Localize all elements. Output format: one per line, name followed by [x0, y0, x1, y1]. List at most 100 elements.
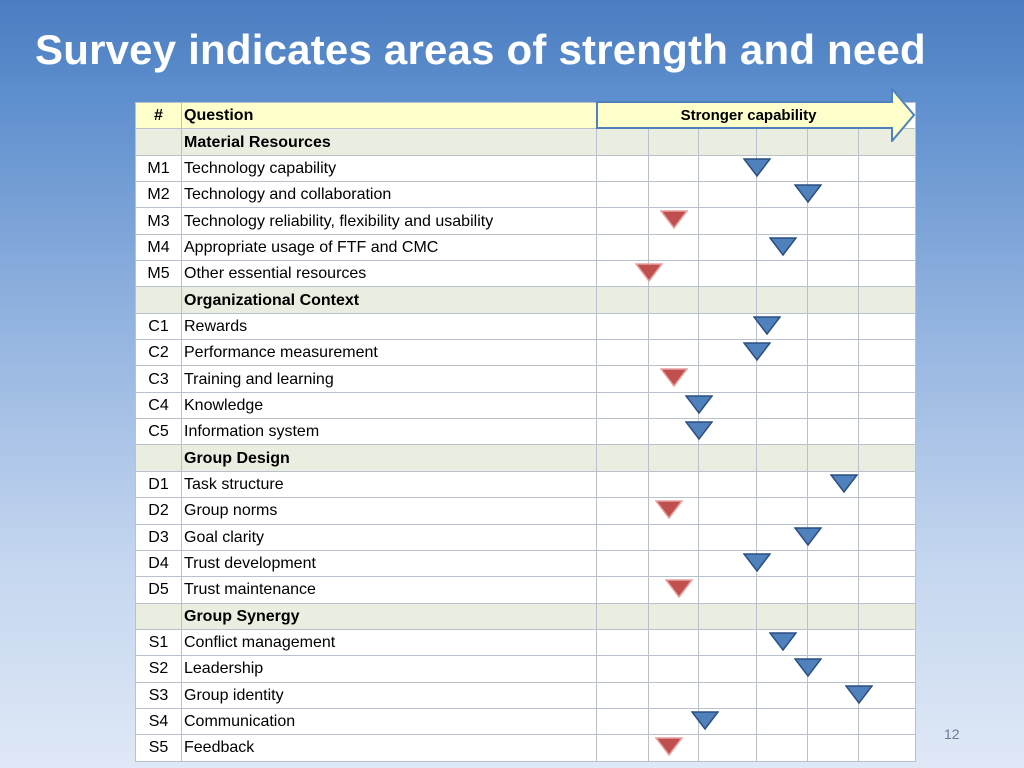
question-id: C4: [135, 391, 182, 420]
question-text: Information system: [181, 418, 597, 446]
scale-cell: [648, 523, 699, 551]
scale-cell: [858, 312, 916, 341]
scale-cell: [756, 391, 808, 420]
scale-cell: [648, 655, 699, 683]
question-id: D4: [135, 549, 182, 578]
scale-cell: [858, 602, 916, 630]
scale-cell: [743, 549, 808, 578]
scale-cell: [807, 549, 859, 578]
table-row: D2 Group norms: [135, 497, 916, 525]
page-number: 12: [944, 726, 960, 742]
strength-marker-icon: [685, 395, 713, 415]
scale-cell: [858, 734, 916, 762]
scale-cell: [756, 128, 808, 156]
table-row: S5 Feedback: [135, 734, 916, 762]
question-text: Rewards: [181, 312, 597, 341]
question-text: Task structure: [181, 470, 597, 499]
question-id: D1: [135, 470, 182, 499]
question-id: S2: [135, 655, 182, 683]
scale-cell: [648, 549, 699, 578]
question-text: Conflict management: [181, 628, 597, 657]
scale-cell: [858, 286, 916, 314]
question-text: Communication: [181, 707, 597, 736]
question-text: Leadership: [181, 655, 597, 683]
table-row: S1 Conflict management: [135, 628, 916, 657]
scale-cell: [698, 576, 757, 604]
scale-cell: [596, 339, 649, 367]
need-marker-icon: [655, 500, 683, 520]
strength-marker-icon: [845, 684, 873, 704]
scale-cell: [807, 470, 859, 499]
scale-cell: [648, 470, 699, 499]
scale-cell: [756, 681, 808, 709]
scale-cell: [648, 497, 699, 525]
need-marker-icon: [660, 210, 688, 230]
section-id-cell: [135, 602, 182, 630]
scale-cell: [807, 707, 859, 736]
scale-cell: [698, 681, 757, 709]
scale-cell: [698, 470, 757, 499]
scale-cell: [698, 655, 757, 683]
scale-cell: [596, 233, 649, 262]
scale-cell: [596, 602, 649, 630]
scale-cell: [807, 391, 859, 420]
scale-cell: [596, 523, 649, 551]
scale-cell: [756, 233, 808, 262]
scale-cell: [596, 497, 649, 525]
scale-cell: [756, 602, 808, 630]
scale-cell: [756, 707, 808, 736]
scale-cell: [807, 312, 859, 341]
table-row: C4 Knowledge: [135, 391, 916, 420]
scale-cell: [698, 233, 757, 262]
scale-cell: [807, 576, 859, 604]
scale-cell: [698, 523, 757, 551]
scale-cell: [698, 444, 757, 472]
section-title: Group Design: [181, 444, 597, 472]
section-id-cell: [135, 286, 182, 314]
scale-cell: [858, 470, 916, 499]
scale-cell: [756, 444, 808, 472]
question-text: Performance measurement: [181, 339, 597, 367]
scale-cell: [807, 154, 859, 183]
scale-cell: [596, 312, 649, 341]
scale-cell: [807, 418, 859, 446]
question-id: D3: [135, 523, 182, 551]
question-id: C5: [135, 418, 182, 446]
table-row: C1 Rewards: [135, 312, 916, 341]
scale-cell: [858, 418, 916, 446]
scale-cell: [756, 497, 808, 525]
strength-marker-icon: [753, 316, 782, 335]
question-text: Feedback: [181, 734, 597, 762]
strength-marker-icon: [685, 421, 713, 441]
strength-marker-icon: [690, 711, 719, 731]
question-id: C3: [135, 365, 182, 393]
scale-cell: [858, 444, 916, 472]
scale-cell: [858, 497, 916, 525]
scale-cell: [648, 576, 699, 604]
scale-cell: [807, 497, 859, 525]
strength-marker-icon: [743, 157, 771, 177]
question-id: S5: [135, 734, 182, 762]
scale-cell: [596, 576, 649, 604]
scale-cell: [698, 207, 757, 235]
stronger-capability-label: Stronger capability: [680, 107, 817, 124]
scale-cell: [698, 286, 757, 314]
question-id: M1: [135, 154, 182, 183]
question-id: S4: [135, 707, 182, 736]
scale-cell: [698, 602, 757, 630]
table-row: S3 Group identity: [135, 681, 916, 709]
scale-cell: [698, 181, 757, 209]
scale-cell: [596, 734, 649, 762]
scale-cell: [756, 418, 808, 446]
scale-cell: [794, 523, 859, 551]
table-row: M5 Other essential resources: [135, 260, 916, 288]
scale-cell: [648, 181, 699, 209]
scale-cell: [690, 707, 757, 736]
strength-marker-icon: [768, 632, 797, 652]
scale-cell: [753, 312, 808, 341]
strength-marker-icon: [768, 236, 797, 256]
slide-title: Survey indicates areas of strength and n…: [35, 26, 926, 73]
scale-cell: [794, 655, 859, 683]
scale-cell: [698, 497, 757, 525]
question-text: Technology capability: [181, 154, 597, 183]
